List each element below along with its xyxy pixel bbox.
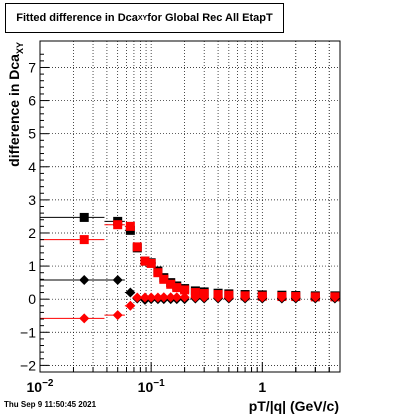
data-point-diamond <box>190 292 201 303</box>
x-tick-label: 1 <box>258 379 266 395</box>
data-point-diamond <box>152 292 163 303</box>
data-point-square <box>113 220 123 230</box>
x-tick-label: 10−1 <box>138 378 165 395</box>
timestamp: Thu Sep 9 11:50:45 2021 <box>4 400 97 409</box>
data-point-diamond <box>158 292 169 303</box>
data-point-diamond <box>125 300 136 311</box>
y-tick-label: 1 <box>28 258 36 274</box>
axis-ticks <box>39 53 341 372</box>
data-point-diamond <box>112 274 123 285</box>
y-tick-label: −1 <box>20 324 36 340</box>
data-point-diamond <box>213 292 224 303</box>
axis-labels: −2 −1 0 1 2 3 4 5 6 7 10−2 10−1 1 pT/|q| (GeV/c) diffe… <box>6 42 339 414</box>
data-point-diamond <box>257 292 268 303</box>
error-bars <box>40 216 156 319</box>
data-point-diamond <box>310 292 321 303</box>
data-point-square <box>125 221 135 231</box>
data-point-diamond <box>240 292 251 303</box>
y-axis-label: difference in DcaXY <box>6 42 25 167</box>
chart-title-main: Fitted difference in Dca <box>16 12 138 24</box>
data-point-diamond <box>179 292 190 303</box>
data-marks <box>79 212 340 324</box>
data-point-diamond <box>199 292 210 303</box>
data-point-square <box>172 283 182 293</box>
x-tick-label: 10−2 <box>27 378 54 395</box>
y-tick-label: 2 <box>28 225 36 241</box>
y-tick-label: 7 <box>28 59 36 75</box>
y-tick-label: −2 <box>20 357 36 373</box>
chart-title: Fitted difference in Dca XY for Global Re… <box>5 3 284 33</box>
data-point-diamond <box>165 292 176 303</box>
data-point-square <box>180 285 190 295</box>
data-point-square <box>166 279 176 289</box>
y-tick-label: 5 <box>28 126 36 142</box>
data-point-diamond <box>146 292 157 303</box>
y-tick-label: 3 <box>28 192 36 208</box>
x-axis-label: pT/|q| (GeV/c) <box>249 398 339 414</box>
data-point-square <box>79 235 89 245</box>
data-point-square <box>132 242 142 252</box>
data-point-diamond <box>79 313 90 324</box>
data-point-square <box>159 274 169 284</box>
data-point-diamond <box>125 287 136 298</box>
data-point-diamond <box>139 292 150 303</box>
y-tick-label: 4 <box>28 159 36 175</box>
y-tick-label: 0 <box>28 291 36 307</box>
chart-title-sub: XY <box>137 14 148 22</box>
data-point-diamond <box>79 274 90 285</box>
data-point-square <box>146 258 156 268</box>
data-point-square <box>79 212 89 222</box>
y-tick-label: 6 <box>28 93 36 109</box>
grid-lines <box>39 41 341 372</box>
data-point-diamond <box>223 292 234 303</box>
data-point-square <box>153 268 163 278</box>
data-point-diamond <box>290 292 301 303</box>
chart-title-rest: for Global Rec All EtapT <box>147 12 273 24</box>
data-point-diamond <box>171 292 182 303</box>
data-point-diamond <box>276 292 287 303</box>
data-point-diamond <box>112 310 123 321</box>
data-point-diamond <box>132 292 143 303</box>
data-point-diamond <box>329 292 340 303</box>
data-point-square <box>140 256 150 266</box>
